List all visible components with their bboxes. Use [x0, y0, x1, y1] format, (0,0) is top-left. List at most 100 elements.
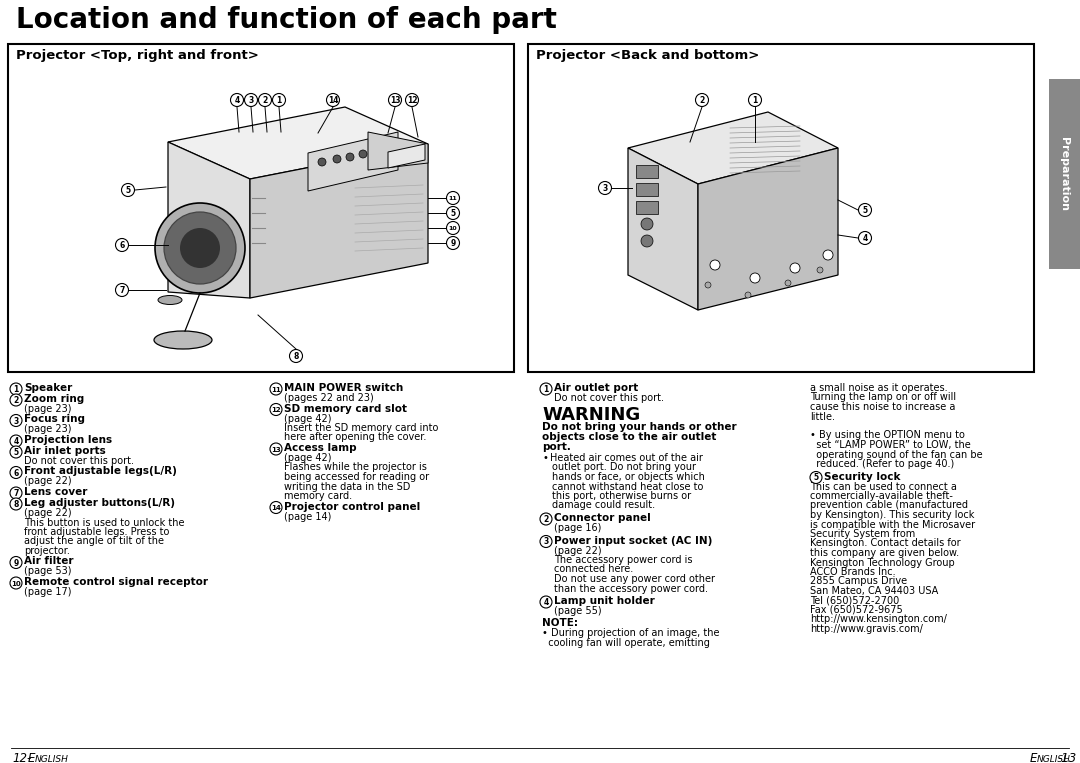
Text: 6: 6 — [13, 468, 18, 478]
Circle shape — [540, 596, 552, 608]
Polygon shape — [627, 148, 698, 310]
Circle shape — [359, 150, 367, 158]
Text: E: E — [1030, 752, 1038, 763]
Text: 6: 6 — [120, 241, 124, 250]
Circle shape — [116, 284, 129, 297]
Text: 10: 10 — [448, 226, 457, 231]
Polygon shape — [627, 112, 838, 184]
Text: Projector control panel: Projector control panel — [284, 501, 420, 511]
Text: 4: 4 — [234, 96, 240, 105]
Text: San Mateo, CA 94403 USA: San Mateo, CA 94403 USA — [810, 586, 939, 596]
Circle shape — [10, 435, 22, 447]
Polygon shape — [249, 144, 428, 298]
Circle shape — [446, 237, 459, 250]
Circle shape — [270, 383, 282, 395]
Bar — [1049, 79, 1080, 269]
Text: cause this noise to increase a: cause this noise to increase a — [810, 402, 956, 412]
Text: objects close to the air outlet: objects close to the air outlet — [542, 432, 716, 442]
Text: 3: 3 — [13, 417, 18, 426]
Circle shape — [816, 267, 823, 273]
Text: writing the data in the SD: writing the data in the SD — [284, 481, 410, 491]
Text: Location and function of each part: Location and function of each part — [16, 6, 557, 34]
Text: 3: 3 — [543, 537, 549, 546]
Text: (page 53): (page 53) — [24, 566, 71, 577]
Text: Do not cover this port.: Do not cover this port. — [554, 393, 664, 403]
Text: 5: 5 — [863, 206, 867, 215]
Bar — [528, 44, 1034, 372]
Text: • By using the OPTION menu to: • By using the OPTION menu to — [810, 430, 964, 440]
Text: Lens cover: Lens cover — [24, 487, 87, 497]
Bar — [636, 183, 658, 196]
Text: 5: 5 — [813, 474, 819, 482]
Text: 13: 13 — [390, 96, 401, 105]
Text: Do not cover this port.: Do not cover this port. — [24, 456, 134, 466]
Text: port.: port. — [542, 442, 571, 452]
Circle shape — [156, 203, 245, 293]
Text: Front adjustable legs(L/R): Front adjustable legs(L/R) — [24, 466, 177, 477]
Text: 12: 12 — [407, 96, 417, 105]
Text: E: E — [28, 752, 36, 763]
Circle shape — [642, 235, 653, 247]
Circle shape — [748, 94, 761, 107]
Text: Remote control signal receptor: Remote control signal receptor — [24, 577, 208, 587]
Text: Kensington. Contact details for: Kensington. Contact details for — [810, 539, 960, 549]
Text: here after opening the cover.: here after opening the cover. — [284, 433, 427, 443]
Text: Air inlet ports: Air inlet ports — [24, 446, 106, 456]
Polygon shape — [368, 132, 428, 170]
Circle shape — [750, 273, 760, 283]
Text: Fax (650)572-9675: Fax (650)572-9675 — [810, 605, 903, 615]
Text: is compatible with the Microsaver: is compatible with the Microsaver — [810, 520, 975, 530]
Circle shape — [270, 501, 282, 513]
Text: 2855 Campus Drive: 2855 Campus Drive — [810, 577, 907, 587]
Circle shape — [10, 556, 22, 568]
Circle shape — [446, 221, 459, 234]
Text: little.: little. — [810, 411, 835, 421]
Text: -13: -13 — [1057, 752, 1077, 763]
Circle shape — [258, 94, 271, 107]
Text: Focus ring: Focus ring — [24, 414, 85, 424]
Text: Speaker: Speaker — [24, 383, 72, 393]
Circle shape — [785, 280, 791, 286]
Polygon shape — [308, 132, 399, 191]
Text: The accessory power cord is: The accessory power cord is — [554, 555, 692, 565]
Circle shape — [710, 260, 720, 270]
Polygon shape — [698, 148, 838, 310]
Text: operating sound of the fan can be: operating sound of the fan can be — [810, 449, 983, 459]
Text: Kensington Technology Group: Kensington Technology Group — [810, 558, 955, 568]
Text: cannot withstand heat close to: cannot withstand heat close to — [552, 481, 703, 491]
Circle shape — [642, 218, 653, 230]
Circle shape — [10, 414, 22, 427]
Text: 11: 11 — [271, 387, 281, 392]
Text: hands or face, or objects which: hands or face, or objects which — [552, 472, 705, 482]
Text: Insert the SD memory card into: Insert the SD memory card into — [284, 423, 438, 433]
Text: Heated air comes out of the air: Heated air comes out of the air — [550, 453, 703, 463]
Circle shape — [10, 498, 22, 510]
Circle shape — [244, 94, 257, 107]
Circle shape — [116, 239, 129, 252]
Text: 2: 2 — [13, 396, 18, 405]
Polygon shape — [168, 107, 428, 179]
Ellipse shape — [154, 331, 212, 349]
Text: front adjustable legs. Press to: front adjustable legs. Press to — [24, 527, 170, 537]
Text: 9: 9 — [450, 239, 456, 248]
Bar — [8, 44, 514, 372]
Text: Projection lens: Projection lens — [24, 435, 112, 445]
Circle shape — [859, 231, 872, 244]
Text: by Kensington). This security lock: by Kensington). This security lock — [810, 510, 974, 520]
Circle shape — [346, 153, 354, 161]
Circle shape — [389, 94, 402, 107]
Circle shape — [272, 94, 285, 107]
Text: 2: 2 — [543, 515, 549, 524]
Text: 10: 10 — [11, 581, 21, 587]
Text: 3: 3 — [248, 96, 254, 105]
Text: Turning the lamp on or off will: Turning the lamp on or off will — [810, 392, 956, 403]
Polygon shape — [388, 144, 426, 168]
Text: this company are given below.: this company are given below. — [810, 548, 959, 558]
Text: 2: 2 — [700, 96, 704, 105]
Text: 3: 3 — [603, 184, 608, 193]
Circle shape — [540, 383, 552, 395]
Text: (page 16): (page 16) — [554, 523, 602, 533]
Circle shape — [318, 158, 326, 166]
Text: Do not bring your hands or other: Do not bring your hands or other — [542, 423, 737, 433]
Text: Connector panel: Connector panel — [554, 513, 651, 523]
